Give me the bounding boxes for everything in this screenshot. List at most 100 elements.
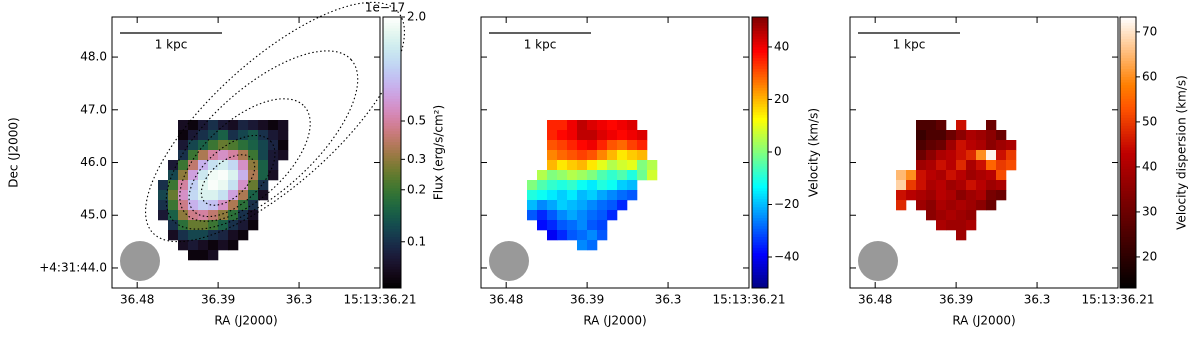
pixel — [956, 180, 967, 191]
pixel — [228, 150, 239, 161]
colorbar-tick-label: 50 — [1142, 114, 1157, 128]
colorbar-step — [383, 46, 401, 51]
colorbar-step — [1120, 225, 1136, 229]
colorbar-step — [752, 60, 768, 64]
pixel — [597, 140, 608, 151]
colorbar-step — [752, 52, 768, 56]
pixel — [258, 140, 269, 151]
colorbar-step — [1120, 130, 1136, 135]
colorbar-step — [383, 152, 401, 156]
pixel — [278, 130, 289, 141]
pixel — [218, 230, 229, 241]
pixel — [228, 160, 239, 171]
pixel — [158, 210, 169, 221]
pixel — [208, 210, 219, 221]
pixel — [976, 150, 987, 161]
pixel — [966, 180, 977, 191]
pixel — [637, 140, 648, 151]
pixel — [607, 180, 618, 191]
pixel — [956, 200, 967, 211]
colorbar-step — [383, 119, 401, 124]
pixel — [557, 210, 568, 221]
colorbar-step — [383, 212, 401, 216]
pixel — [966, 220, 977, 231]
colorbar-step — [383, 111, 401, 116]
pixel — [986, 120, 997, 131]
colorbar-step — [752, 252, 768, 256]
colorbar-step — [752, 241, 768, 246]
x-tick-label: 36.48 — [489, 293, 523, 307]
colorbar-step — [383, 33, 401, 37]
colorbar-step — [383, 233, 401, 238]
y-tick-label: 45.0 — [80, 208, 107, 222]
pixel — [188, 170, 199, 181]
colorbar-step — [1120, 182, 1136, 186]
colorbar-step — [1120, 119, 1136, 124]
y-tick-label: 47.0 — [80, 102, 107, 116]
pixel — [986, 200, 997, 211]
colorbar-step — [383, 57, 401, 61]
colorbar-step — [1120, 128, 1136, 132]
pixel — [926, 190, 937, 201]
pixel — [228, 170, 239, 181]
colorbar-step — [752, 133, 768, 137]
axes-frame — [480, 16, 750, 289]
colorbar-step — [1120, 98, 1136, 102]
y-tick-label: +4:31:44.0 — [39, 260, 107, 274]
colorbar-step — [383, 260, 401, 265]
pixel — [567, 220, 578, 231]
colorbar-step — [752, 128, 768, 132]
pixel — [178, 130, 189, 141]
colorbar-step — [752, 179, 768, 183]
colorbar-step — [752, 250, 768, 254]
pixel — [577, 150, 588, 161]
pixel — [567, 140, 578, 151]
pixel — [178, 240, 189, 251]
pixel — [617, 170, 628, 181]
pixel — [966, 200, 977, 211]
pixel — [956, 120, 967, 131]
colorbar-step — [1120, 160, 1136, 164]
colorbar-step — [383, 101, 401, 105]
colorbar-step — [752, 79, 768, 83]
pixel — [956, 160, 967, 171]
pixel — [966, 140, 977, 151]
colorbar-tick-label: 0.2 — [407, 182, 426, 196]
colorbar-step — [752, 222, 768, 227]
colorbar-step — [752, 168, 768, 172]
pixel — [168, 160, 179, 171]
colorbar-step — [383, 30, 401, 34]
colorbar-step — [752, 103, 768, 107]
colorbar-step — [1120, 60, 1136, 64]
colorbar-step — [383, 214, 401, 219]
pixel — [587, 180, 598, 191]
pixel — [617, 130, 628, 141]
pixel — [926, 140, 937, 151]
pixel — [547, 230, 558, 241]
beam — [858, 241, 898, 281]
colorbar-step — [1120, 174, 1136, 178]
pixel — [258, 160, 269, 171]
pixel — [547, 210, 558, 221]
colorbar-step — [1120, 241, 1136, 246]
colorbar-step — [383, 54, 401, 59]
pixel — [198, 160, 209, 171]
colorbar-step — [383, 38, 401, 42]
colorbar-step — [752, 44, 768, 48]
pixel — [228, 200, 239, 211]
pixel — [966, 210, 977, 221]
pixel — [976, 180, 987, 191]
pixel — [198, 130, 209, 141]
colorbar-step — [752, 187, 768, 191]
colorbar-step — [383, 168, 401, 172]
pixel — [597, 210, 608, 221]
pixel — [627, 120, 638, 131]
colorbar-frame — [751, 16, 769, 289]
pixel — [248, 130, 259, 141]
pixel — [178, 220, 189, 231]
colorbar-step — [752, 73, 768, 78]
pixel — [916, 130, 927, 141]
colorbar-step — [383, 136, 401, 140]
pixel — [986, 160, 997, 171]
colorbar-step — [1120, 133, 1136, 137]
